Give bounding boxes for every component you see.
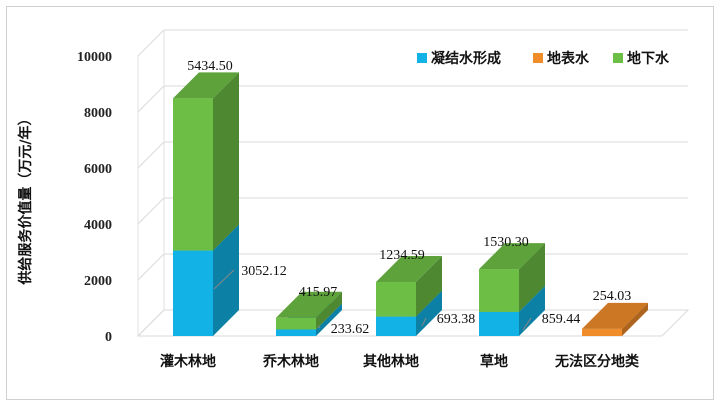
legend-swatch	[613, 53, 623, 63]
bar-0-series-2-front	[173, 98, 213, 251]
gridlines	[136, 29, 690, 337]
bar-0-series-0-side	[213, 224, 239, 336]
data-label-condensation: 859.44	[542, 312, 581, 327]
bar-3-series-2-front	[479, 269, 519, 312]
bar-0-series-2	[173, 72, 239, 251]
gridline-side-10000	[137, 29, 165, 57]
bar-1-series-0-side	[316, 303, 342, 336]
x-category-label: 草地	[480, 353, 508, 370]
y-tick-label: 6000	[84, 162, 112, 177]
gridline-side-4000	[137, 197, 165, 225]
bar-4-series-1-top	[582, 302, 648, 329]
bar-2-series-2-top	[376, 256, 442, 283]
gridline-side-8000	[137, 85, 165, 113]
data-label-top: 1530.30	[483, 235, 529, 250]
y-tick-label: 10000	[77, 50, 112, 65]
legend-swatch	[533, 53, 543, 63]
chart-frame	[6, 6, 714, 400]
data-label-condensation-leader	[522, 317, 532, 331]
bar-4-series-1-front	[582, 328, 622, 336]
data-label-condensation: 233.62	[331, 322, 370, 337]
data-label-condensation-leader	[421, 317, 427, 327]
y-tick-label: 8000	[84, 106, 112, 121]
legend-label: 凝结水形成	[431, 50, 501, 67]
bar-4-series-1-side	[622, 302, 648, 336]
data-label-condensation: 3052.12	[241, 264, 287, 279]
bar-3-series-2-top	[479, 243, 545, 270]
x-category-label: 乔木林地	[262, 353, 319, 370]
legend	[417, 53, 623, 63]
bar-3-series-2	[479, 243, 545, 312]
bar-2-series-2	[376, 256, 442, 317]
y-tick-label: 4000	[84, 218, 112, 233]
bar-4-series-1	[582, 302, 648, 336]
gridline-side-6000	[137, 141, 165, 169]
x-category-label: 灌木林地	[160, 353, 216, 370]
bar-1-series-2	[276, 291, 342, 330]
x-category-label: 其他林地	[363, 353, 419, 370]
data-label-condensation: 693.38	[437, 312, 476, 327]
bar-1-series-2-front	[276, 317, 316, 330]
data-label-top: 254.03	[593, 289, 632, 304]
x-category-label: 无法区分地类	[554, 353, 640, 370]
bars	[173, 72, 648, 336]
legend-swatch	[417, 53, 427, 63]
data-label-top: 415.97	[299, 285, 338, 300]
y-axis-label: 供给服务价值量（万元/年）	[17, 111, 34, 285]
legend-label: 地下水	[627, 50, 670, 67]
bar-0-series-2-side	[213, 72, 239, 251]
bar-2-series-2-side	[416, 256, 442, 317]
bar-3-series-0-side	[519, 285, 545, 336]
y-tick-label: 0	[105, 330, 112, 345]
gridline-side-2000	[137, 253, 165, 281]
data-label-condensation-leader	[213, 269, 235, 290]
bar-1-series-0-front	[276, 329, 316, 336]
data-label-condensation-leader	[317, 325, 321, 329]
bar-1-series-2-top	[276, 291, 342, 318]
bar-0-series-2-top	[173, 72, 239, 99]
bar-2-series-2-front	[376, 282, 416, 317]
bar-1-series-2-side	[316, 291, 342, 330]
y-tick-label: 2000	[84, 274, 112, 289]
bar-3-series-0-front	[479, 311, 519, 336]
bar-2-series-0-front	[376, 316, 416, 336]
bar-0-series-0-front	[173, 250, 213, 336]
legend-label: 地表水	[547, 50, 590, 67]
bar-3-series-2-side	[519, 243, 545, 312]
data-labels	[213, 269, 532, 331]
data-label-top: 5434.50	[187, 59, 233, 74]
data-label-top: 1234.59	[379, 248, 425, 263]
